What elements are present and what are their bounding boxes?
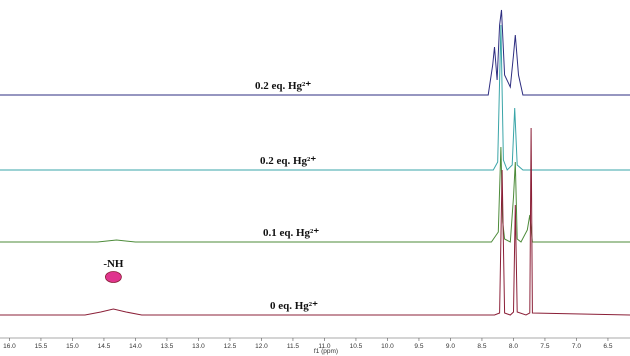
- series-label: 0.2 eq. Hg²⁺: [260, 155, 316, 167]
- spectrum-line: [0, 146, 630, 243]
- x-tick-label: 12.5: [224, 343, 237, 350]
- x-tick-label: 16.0: [3, 343, 16, 350]
- x-tick-label: 15.5: [35, 343, 48, 350]
- spectrum-line: [0, 9, 630, 96]
- marker: [105, 271, 122, 283]
- x-tick-label: 10.0: [381, 343, 394, 350]
- x-tick-label: 14.5: [98, 343, 111, 350]
- x-tick-label: 12.0: [255, 343, 268, 350]
- x-tick-label: 9.0: [446, 343, 455, 350]
- x-tick-label: 6.5: [603, 343, 612, 350]
- x-tick-label: 7.5: [540, 343, 549, 350]
- x-tick-label: 14.0: [129, 343, 142, 350]
- series-label: 0 eq. Hg²⁺: [270, 300, 318, 312]
- x-tick-label: 11.5: [287, 343, 300, 350]
- spectrum-line: [0, 24, 630, 171]
- x-tick-label: 8.5: [477, 343, 486, 350]
- x-tick-label: 7.0: [572, 343, 581, 350]
- spectrum-line: [0, 127, 630, 316]
- x-tick-label: 10.5: [350, 343, 363, 350]
- x-tick-label: 13.0: [192, 343, 205, 350]
- series-label: 0.1 eq. Hg²⁺: [263, 227, 319, 239]
- x-axis-label: f1 (ppm): [314, 348, 338, 355]
- x-tick-label: 13.5: [161, 343, 174, 350]
- x-tick-label: 11.0: [318, 343, 331, 350]
- x-tick-label: 8.0: [509, 343, 518, 350]
- annotation: -NH: [103, 258, 124, 270]
- x-tick-label: 15.0: [66, 343, 79, 350]
- x-tick-label: 9.5: [414, 343, 423, 350]
- series-label: 0.2 eq. Hg²⁺: [255, 80, 311, 92]
